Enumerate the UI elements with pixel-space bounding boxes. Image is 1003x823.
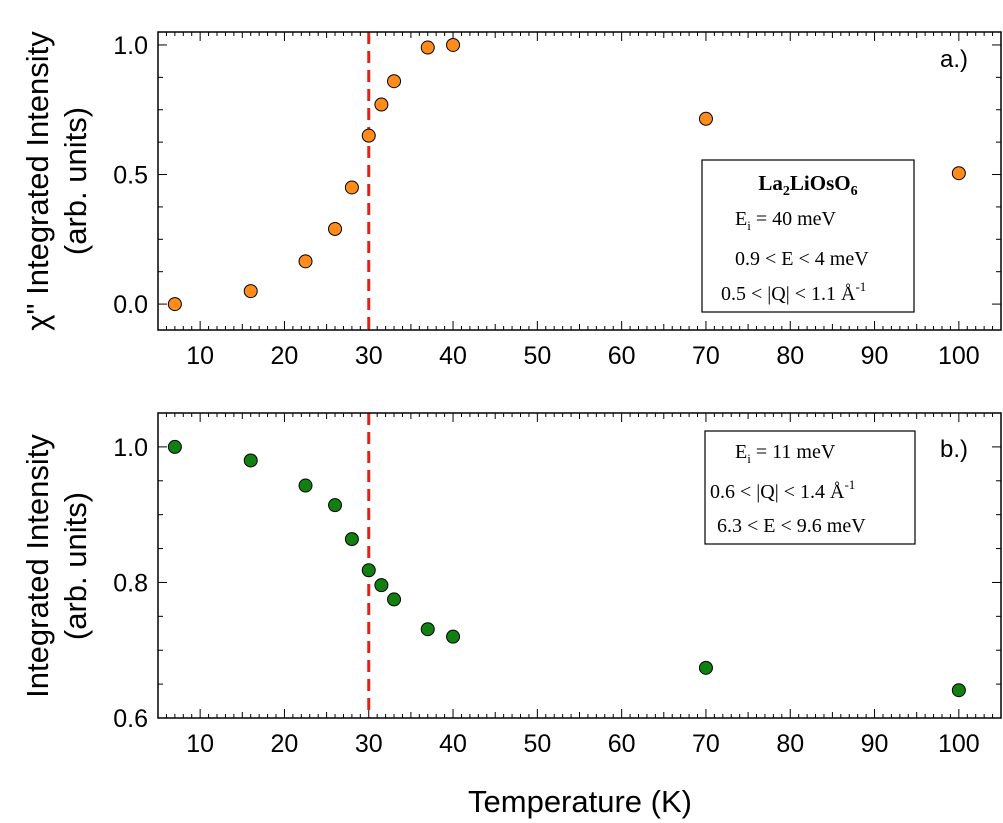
data-point — [446, 629, 461, 644]
panel-a-data-points — [167, 37, 966, 312]
x-tick-label: 80 — [776, 730, 804, 758]
panel-a-plot-frame — [157, 31, 1002, 331]
y-tick-label: 0.0 — [113, 291, 148, 319]
legend-incident-energy-b: Ei = 11 meV — [735, 441, 836, 466]
legend-energy-range: 0.9 < E < 4 meV — [735, 248, 869, 270]
panel-b-data-points — [167, 439, 966, 698]
panel-b: 10 20 30 40 50 60 70 80 90 100 0.6 0.8 1.0 b.) Ei =… — [20, 412, 1002, 819]
x-tick-label: 60 — [608, 730, 636, 758]
data-point — [243, 453, 258, 468]
x-tick-label: 30 — [355, 730, 383, 758]
data-point — [420, 40, 435, 55]
panel-b-plot-frame — [157, 412, 1002, 719]
y-tick-label: 0.6 — [113, 705, 148, 733]
x-tick-label: 20 — [271, 730, 299, 758]
x-tick-label: 100 — [938, 342, 980, 370]
x-tick-label: 50 — [523, 730, 551, 758]
panel-a-y-label-line1: χ" Integrated Intensity — [20, 31, 55, 331]
data-point — [387, 592, 402, 607]
panel-b-y-label-line1: Integrated Intensity — [20, 434, 55, 698]
panel-a-x-ticks: 10 20 30 40 50 60 70 80 90 100 — [157, 32, 1002, 370]
data-point — [698, 111, 713, 126]
panel-a-legend-frame — [701, 159, 915, 313]
panel-a-y-ticks: 0.0 0.5 1.0 — [113, 32, 1001, 319]
panel-b-y-ticks: 0.6 0.8 1.0 — [113, 412, 1001, 733]
data-point — [446, 37, 461, 52]
data-point — [328, 498, 343, 513]
data-point — [167, 297, 182, 312]
legend-incident-energy: Ei = 40 meV — [735, 208, 837, 233]
x-tick-label: 70 — [692, 342, 720, 370]
y-tick-label: 1.0 — [113, 32, 148, 60]
x-tick-label: 90 — [861, 730, 889, 758]
y-tick-label: 1.0 — [113, 434, 148, 462]
data-point — [951, 683, 966, 698]
x-tick-label: 40 — [439, 342, 467, 370]
data-point — [361, 563, 376, 578]
data-point — [698, 660, 713, 675]
panel-b-y-axis-label: Integrated Intensity (arb. units) — [20, 434, 93, 698]
data-point — [951, 166, 966, 181]
panel-b-y-label-line2: (arb. units) — [58, 492, 93, 640]
x-tick-label: 20 — [271, 342, 299, 370]
data-point — [361, 128, 376, 143]
y-tick-label: 0.8 — [113, 569, 148, 597]
x-tick-label: 40 — [439, 730, 467, 758]
data-point — [167, 439, 182, 454]
y-tick-label: 0.5 — [113, 162, 148, 190]
panel-a-y-label-line2: (arb. units) — [58, 107, 93, 255]
x-tick-label: 10 — [186, 730, 214, 758]
data-point — [243, 284, 258, 299]
x-axis-label: Temperature (K) — [468, 784, 692, 819]
panel-a-label: a.) — [940, 46, 968, 73]
panel-b-legend-box: Ei = 11 meV 0.6 < |Q| < 1.4 Å-1 6.3 < E … — [704, 430, 916, 545]
panel-b-legend-frame — [704, 430, 916, 545]
panel-b-label: b.) — [940, 436, 968, 463]
panel-a-y-axis-label: χ" Integrated Intensity (arb. units) — [20, 31, 93, 331]
panel-a-legend-box: La2LiOsO6 Ei = 40 meV 0.9 < E < 4 meV 0.… — [701, 159, 915, 313]
data-point — [344, 180, 359, 195]
data-point — [374, 578, 389, 593]
legend-q-range: 0.5 < |Q| < 1.1 Å-1 — [721, 279, 866, 305]
x-tick-label: 50 — [523, 342, 551, 370]
panel-a: 10 20 30 40 50 60 70 80 90 100 0.0 0.5 1.0 a.) La2L… — [20, 31, 1002, 370]
legend-q-range-b: 0.6 < |Q| < 1.4 Å-1 — [710, 477, 855, 503]
x-tick-label: 10 — [186, 342, 214, 370]
legend-energy-range-b: 6.3 < E < 9.6 meV — [717, 515, 866, 537]
data-point — [387, 74, 402, 89]
data-point — [298, 478, 313, 493]
x-tick-label: 70 — [692, 730, 720, 758]
data-point — [344, 532, 359, 547]
x-tick-label: 80 — [776, 342, 804, 370]
panel-b-x-ticks: 10 20 30 40 50 60 70 80 90 100 — [157, 413, 1002, 758]
legend-compound: La2LiOsO6 — [758, 171, 857, 199]
data-point — [374, 97, 389, 112]
data-point — [298, 254, 313, 269]
x-tick-label: 30 — [355, 342, 383, 370]
x-tick-label: 100 — [938, 730, 980, 758]
x-tick-label: 90 — [861, 342, 889, 370]
x-tick-label: 60 — [608, 342, 636, 370]
data-point — [328, 221, 343, 236]
data-point — [420, 622, 435, 637]
